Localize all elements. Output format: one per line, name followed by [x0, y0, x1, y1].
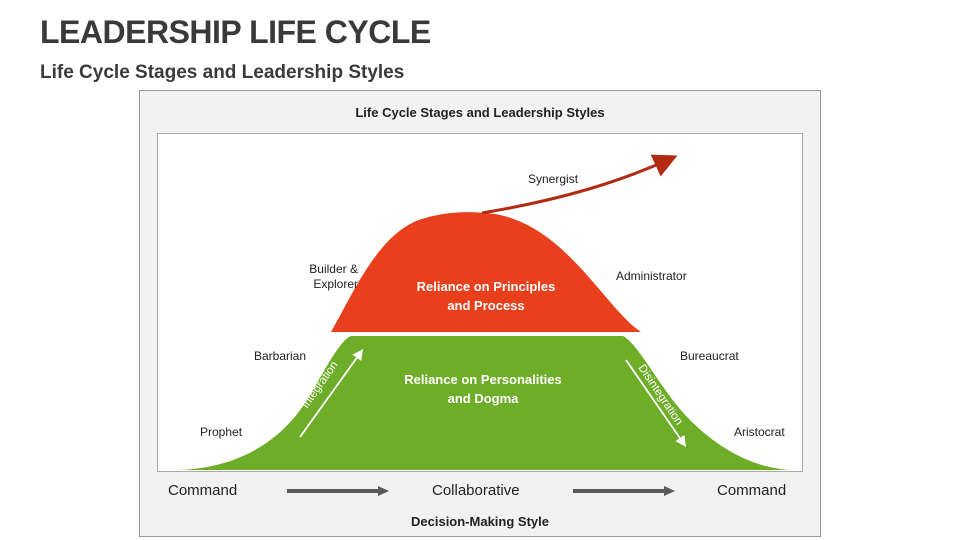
- stage-aristocrat: Aristocrat: [734, 425, 785, 439]
- axis-label-left: Command: [168, 482, 238, 499]
- principles-zone-line1: Reliance on Principles: [416, 279, 556, 294]
- stage-bureaucrat: Bureaucrat: [680, 349, 739, 363]
- stage-administrator: Administrator: [616, 269, 687, 283]
- stage-synergist: Synergist: [528, 172, 579, 186]
- stage-prophet: Prophet: [200, 425, 243, 439]
- stage-builder-explorer: Builder & Explorer: [309, 262, 358, 291]
- personalities-zone: [178, 336, 790, 470]
- axis-arrowhead-left: [378, 486, 389, 496]
- axis-label-middle: Collaborative: [432, 482, 520, 499]
- axis-label-right: Command: [717, 482, 787, 499]
- principles-zone: [331, 212, 641, 332]
- disintegration-arrow: [625, 359, 687, 447]
- page-subtitle: Life Cycle Stages and Leadership Styles: [40, 62, 405, 83]
- personalities-zone-text: Reliance on Personalities and Dogma: [368, 370, 598, 408]
- principles-zone-text: Reliance on Principles and Process: [386, 277, 586, 315]
- axis-title: Decision-Making Style: [411, 514, 549, 529]
- principles-zone-line2: and Process: [447, 298, 525, 313]
- synergist-arrow: [481, 154, 678, 215]
- stage-barbarian: Barbarian: [254, 349, 307, 363]
- diagram-title: Life Cycle Stages and Leadership Styles: [355, 105, 605, 120]
- personalities-zone-line1: Reliance on Personalities: [404, 372, 562, 387]
- integration-arrow: [299, 349, 364, 438]
- personalities-zone-line2: and Dogma: [447, 391, 519, 406]
- axis-arrowhead-right: [664, 486, 675, 496]
- page-title: LEADERSHIP LIFE CYCLE: [40, 14, 431, 50]
